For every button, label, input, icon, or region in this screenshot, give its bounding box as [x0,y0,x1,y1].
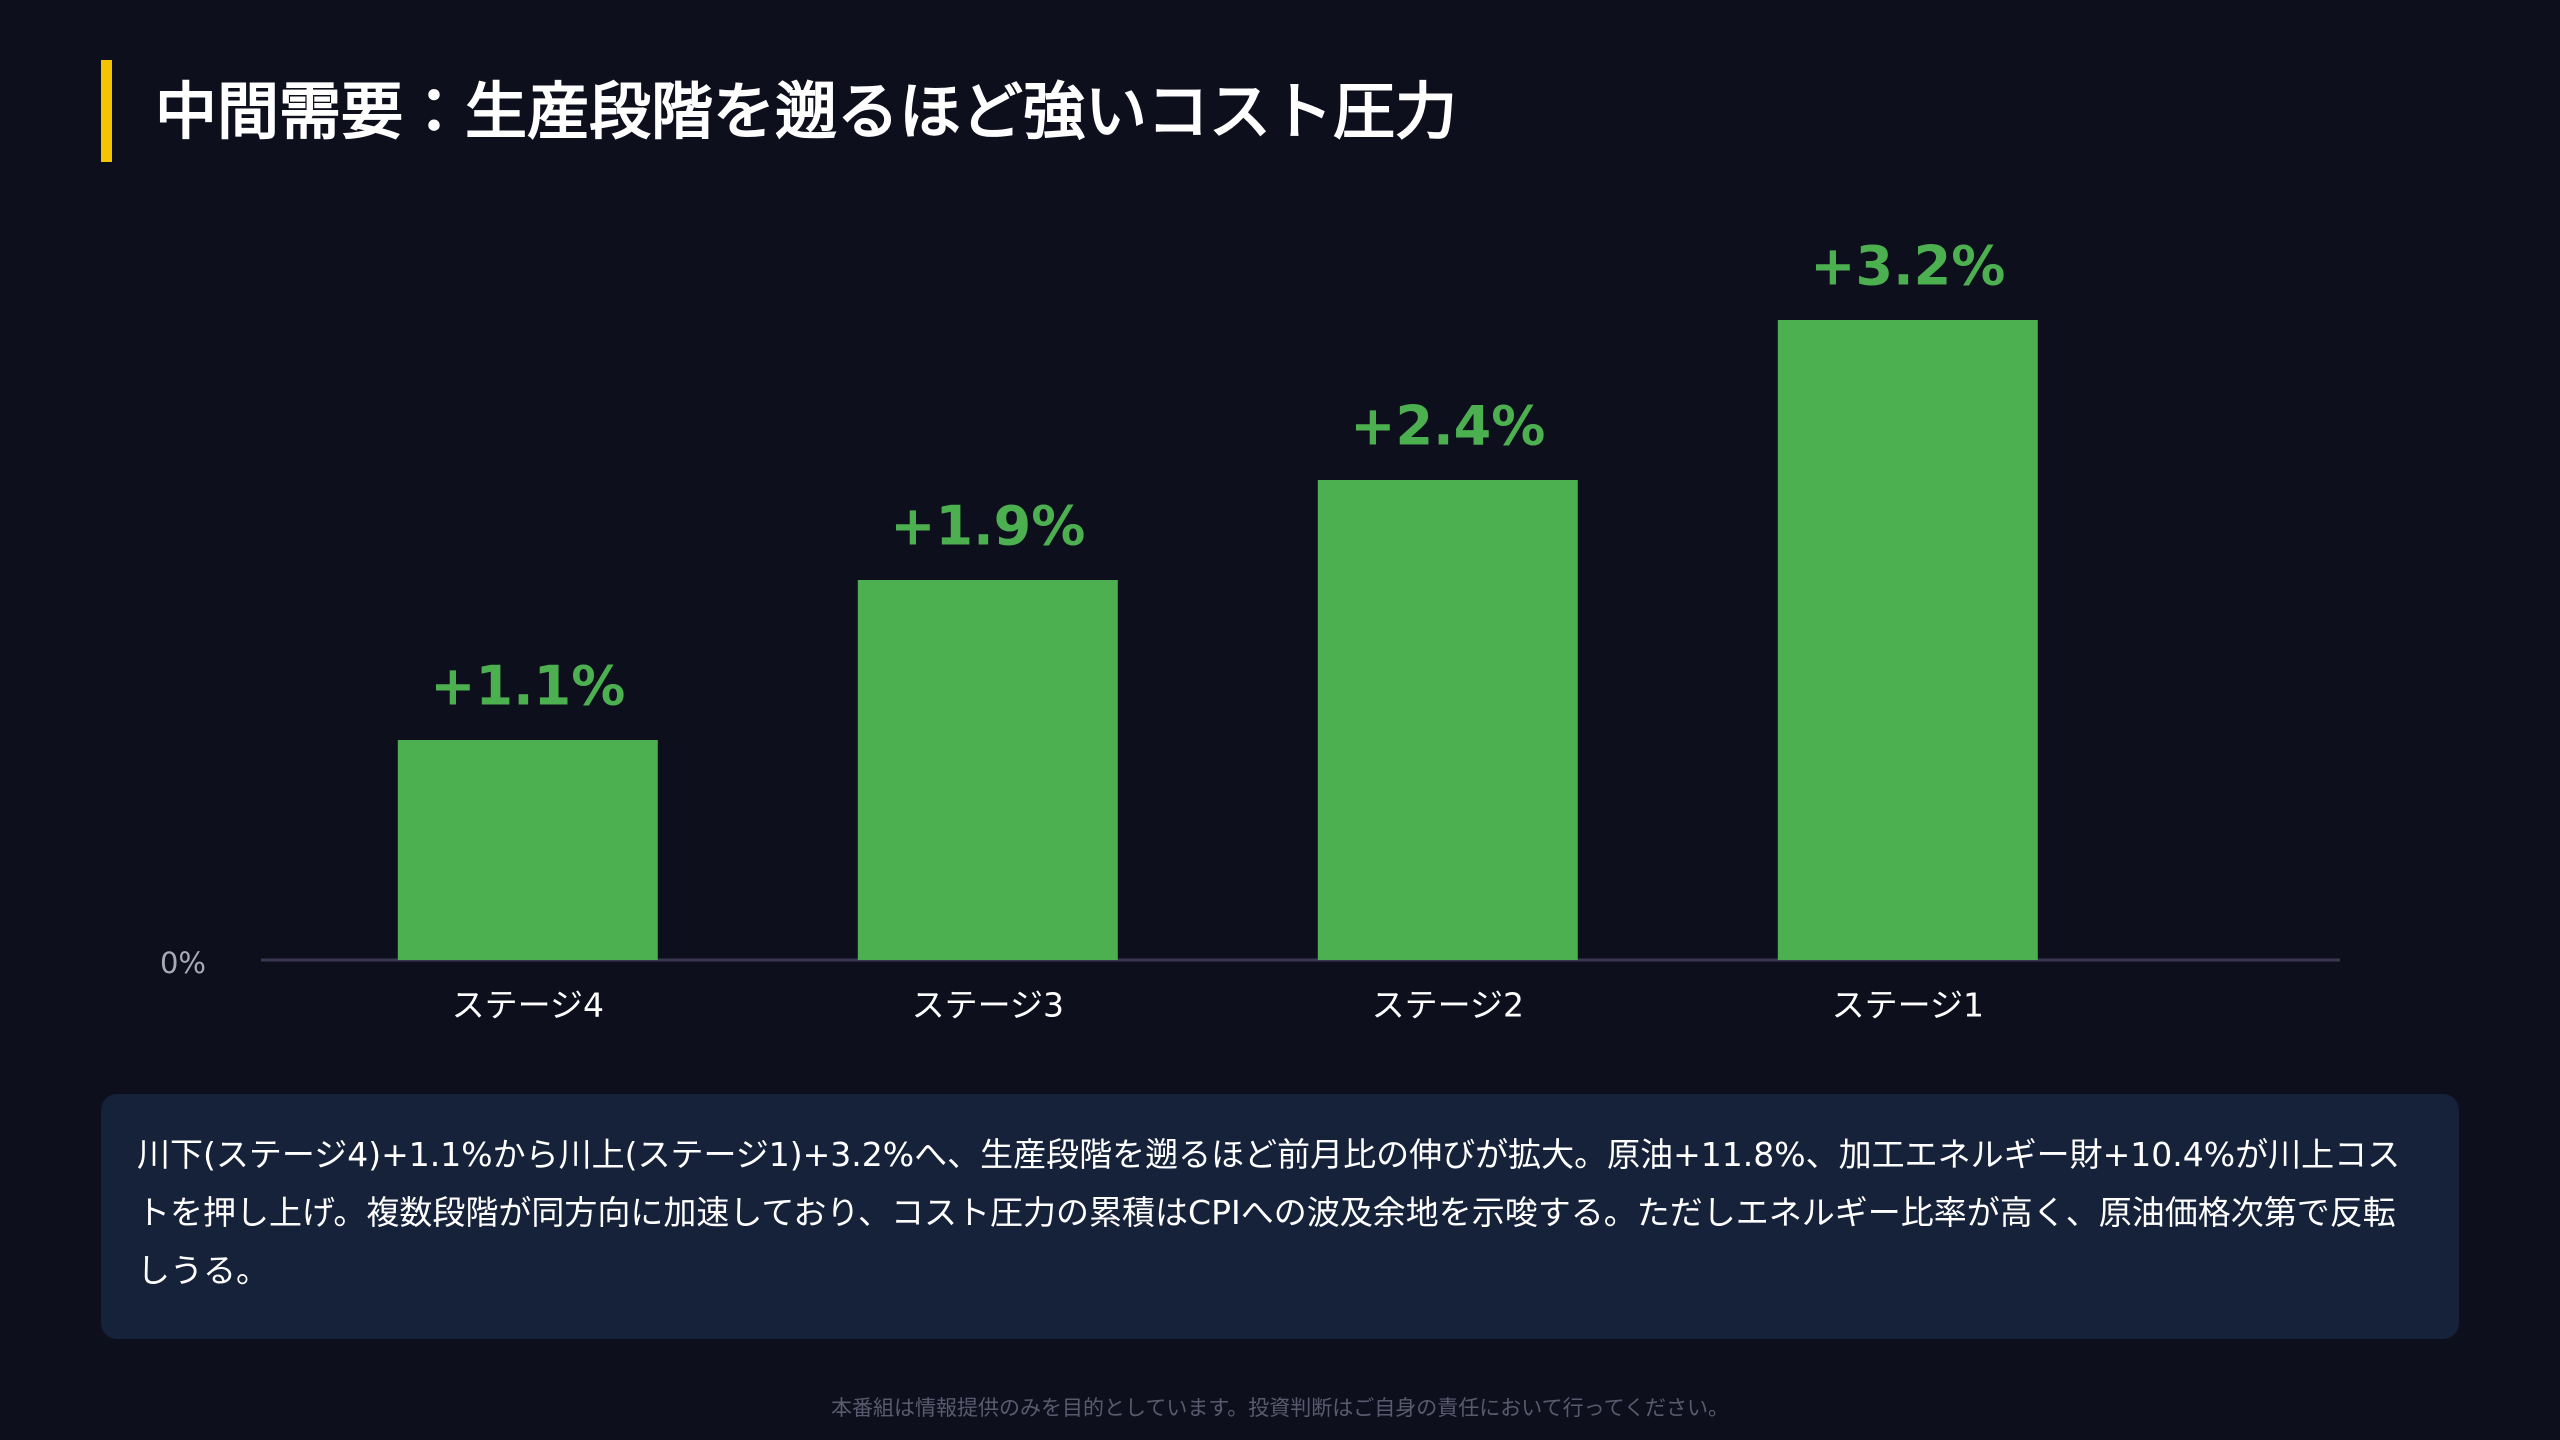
y-tick-label: 0% [160,946,206,980]
x-tick-label: ステージ2 [1372,986,1524,1025]
x-tick-label: ステージ4 [452,986,604,1025]
title-accent [101,60,112,162]
bar [857,580,1118,960]
note-box: 川下(ステージ4)+1.1%から川上(ステージ1)+3.2%へ、生産段階を遡るほ… [101,1094,2459,1339]
value-label: +1.9% [890,495,1085,558]
value-label: +3.2% [1810,235,2005,298]
x-tick-label: ステージ1 [1832,986,1984,1025]
chart: 0% +1.1% ステージ4 +1.9% ステージ3 +2.4% ステージ2 +3.2% ステー… [160,235,2340,1025]
footer: 本番組は情報提供のみを目的としています。投資判断はご自身の責任において行ってくだ… [831,1396,1729,1420]
value-label: +1.1% [430,655,625,718]
bar [397,740,658,960]
value-label: +2.4% [1350,395,1545,458]
bar [1317,480,1578,960]
x-tick-label: ステージ3 [912,986,1064,1025]
note-text: 川下(ステージ4)+1.1%から川上(ステージ1)+3.2%へ、生産段階を遡るほ… [137,1135,2401,1290]
bar [1777,320,2038,960]
chart-title: 中間需要：生産段階を遡るほど強いコスト圧力 [155,75,1458,148]
